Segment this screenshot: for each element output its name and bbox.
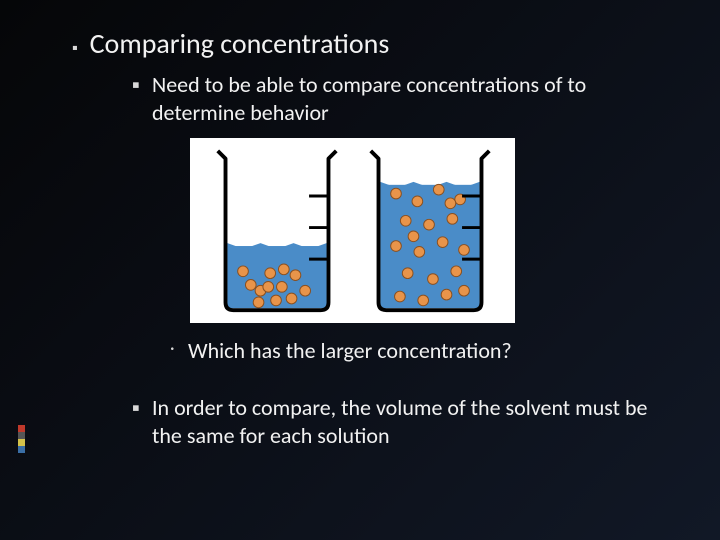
accent-stripe xyxy=(18,425,25,453)
bullet-marker: · xyxy=(170,337,188,364)
bullet-level-2: ▪ Need to be able to compare concentrati… xyxy=(132,71,680,126)
accent-swatch xyxy=(18,425,25,432)
bullet-level-3: · Which has the larger concentration? xyxy=(170,337,680,364)
bullet-text: In order to compare, the volume of the s… xyxy=(152,394,680,449)
bullet-text: Comparing concentrations xyxy=(90,26,390,61)
accent-swatch xyxy=(18,446,25,453)
beaker-right xyxy=(365,145,495,315)
bullet-marker: ▪ xyxy=(72,39,86,58)
bullet-text: Which has the larger concentration? xyxy=(188,337,512,364)
bullet-level-2: ▪ In order to compare, the volume of the… xyxy=(132,394,680,449)
bullet-text: Need to be able to compare concentration… xyxy=(152,71,680,126)
accent-swatch xyxy=(18,439,25,446)
bullet-marker: ▪ xyxy=(132,394,152,449)
bullet-level-1: ▪ Comparing concentrations xyxy=(72,26,680,61)
bullet-marker: ▪ xyxy=(132,71,152,126)
beaker-figure xyxy=(190,138,515,323)
beaker-left xyxy=(212,145,342,315)
slide: ▪ Comparing concentrations ▪ Need to be … xyxy=(0,0,720,540)
accent-swatch xyxy=(18,432,25,439)
